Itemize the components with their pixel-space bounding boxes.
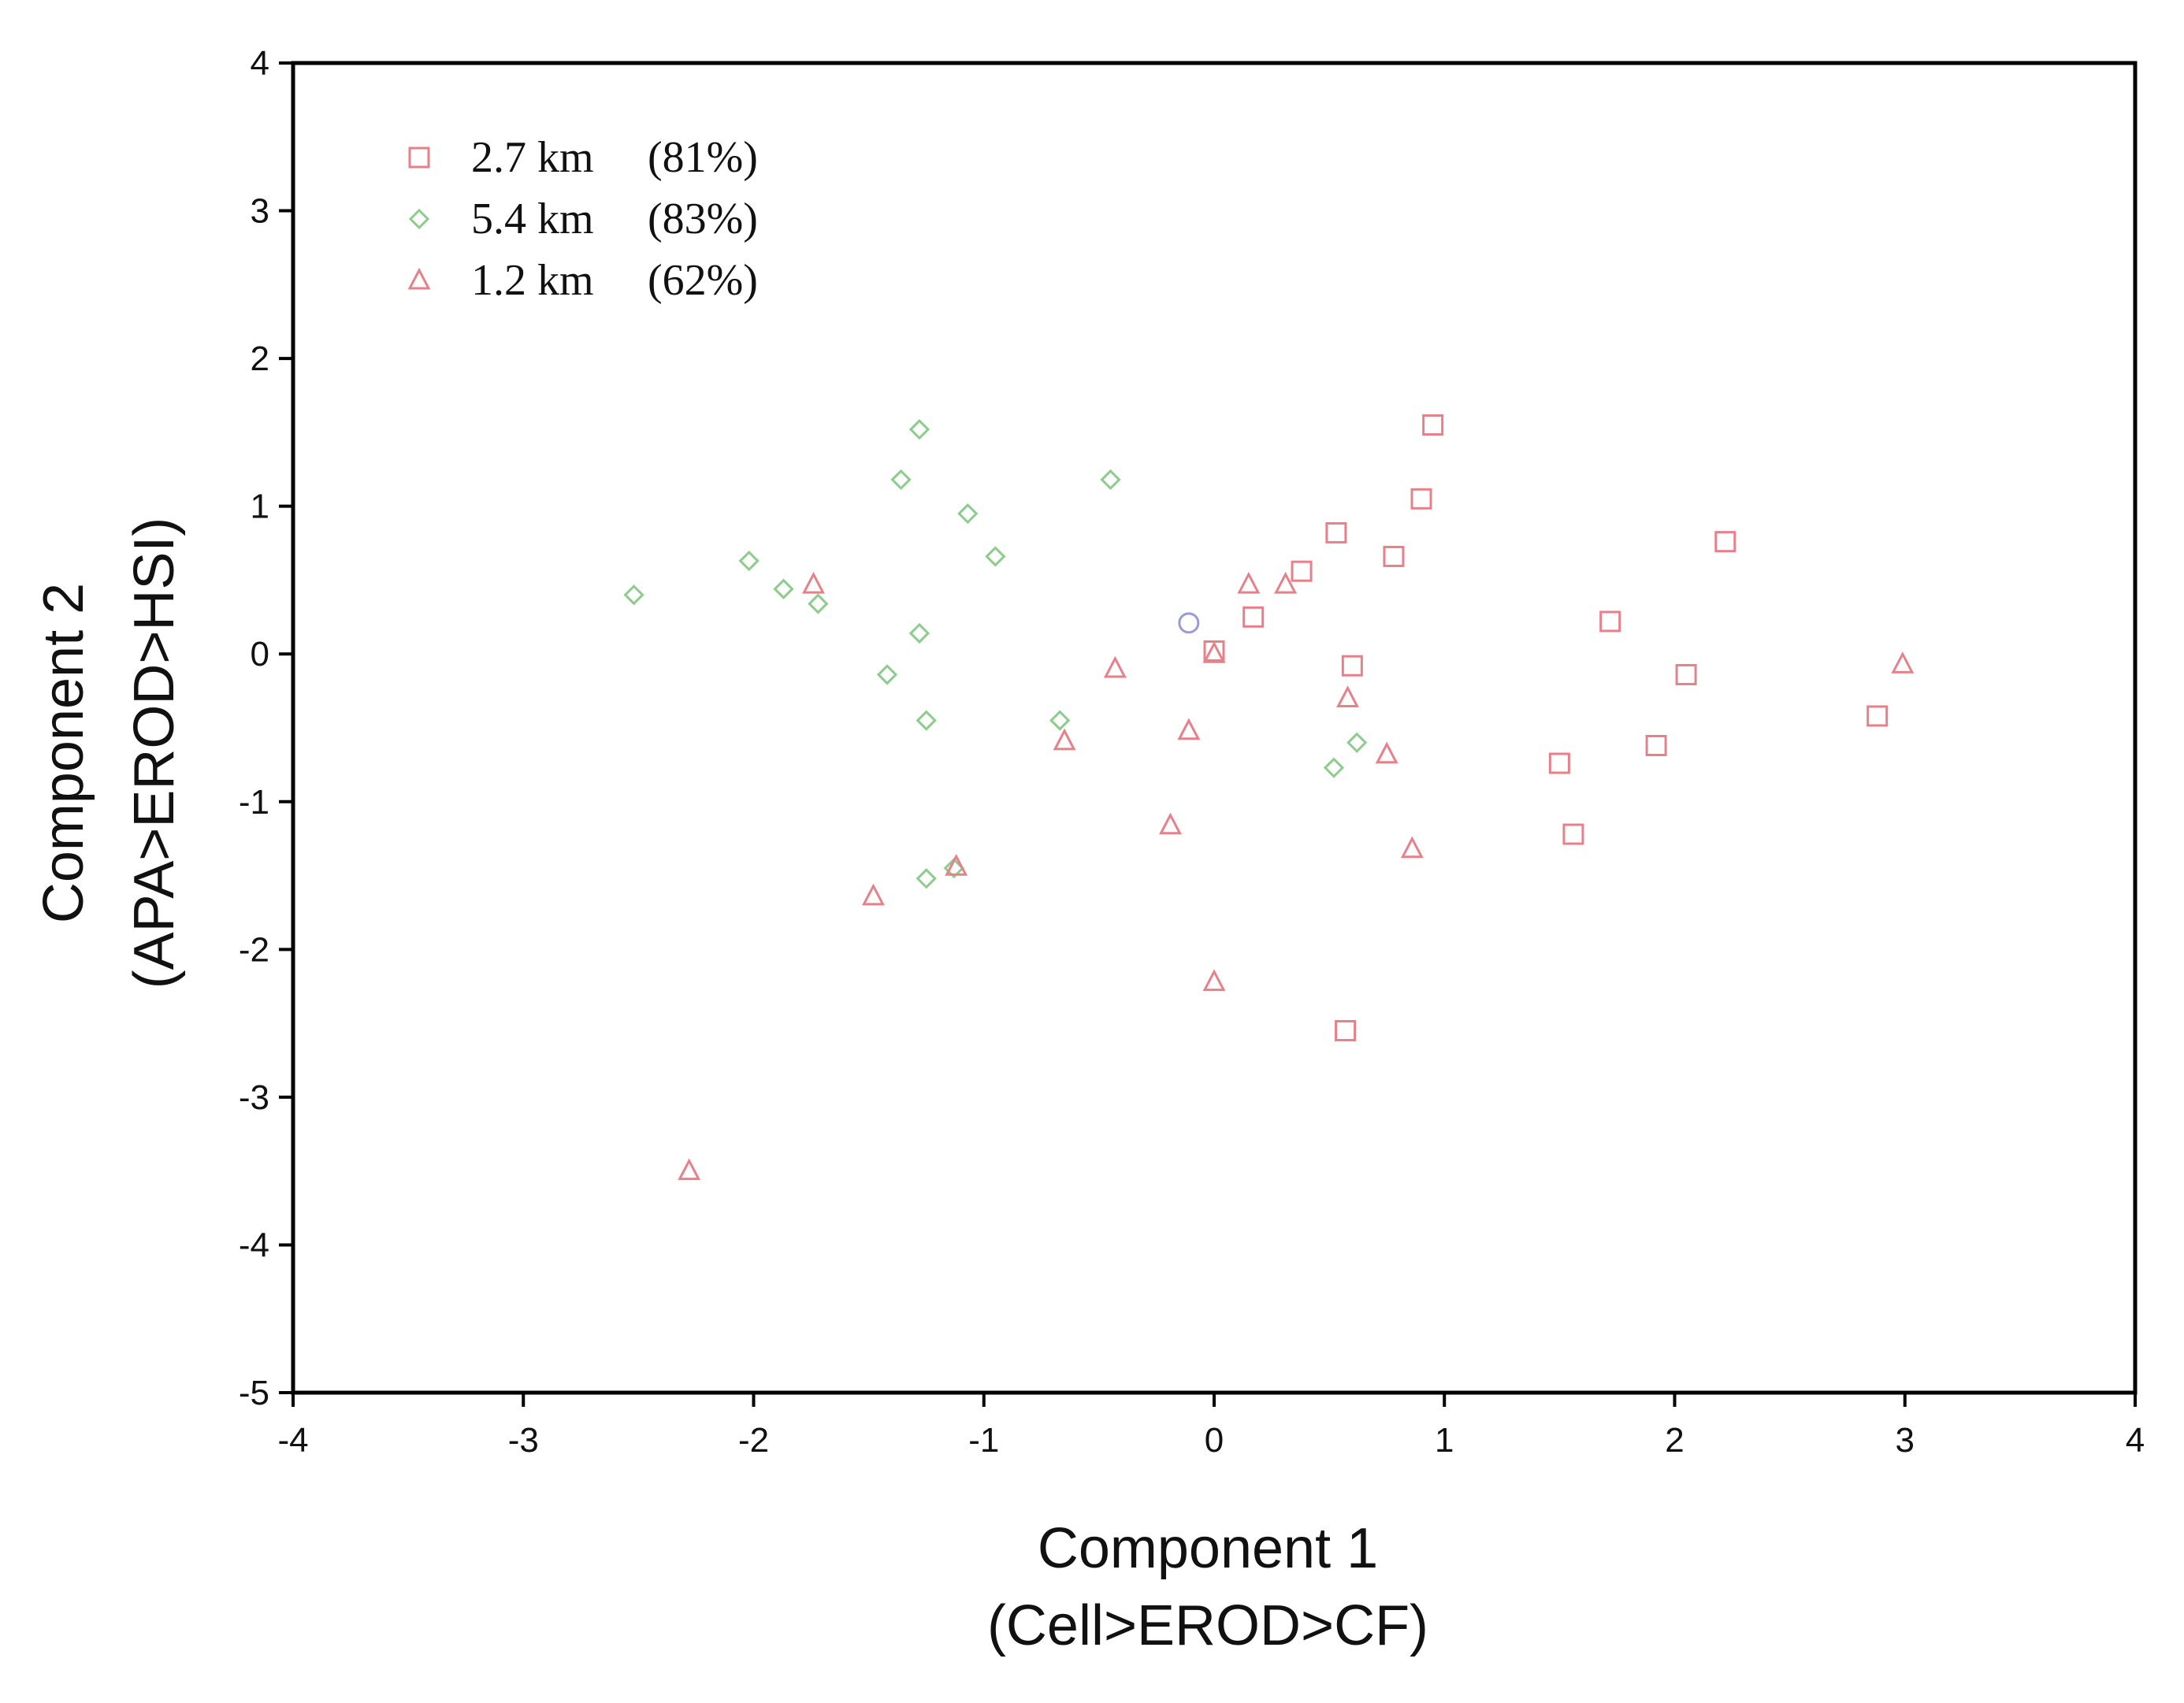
data-point-square [1599,610,1621,633]
data-point-diamond [876,664,898,685]
data-point-square [1866,705,1889,727]
y-tick-label: 3 [251,192,269,231]
data-point-square [1335,1019,1357,1041]
data-point-square [1410,488,1432,510]
data-point-triangle [1177,718,1201,740]
data-point-triangle [1158,812,1182,835]
data-point-diamond [773,578,794,599]
data-point-diamond [808,593,829,614]
legend-marker-triangle [407,267,431,290]
x-tick-label: -4 [277,1421,308,1460]
y-tick-label: -5 [239,1374,269,1412]
data-point-diamond [738,550,760,572]
data-point-diamond [916,710,937,731]
data-point-triangle [1375,741,1398,764]
x-tick-label: 1 [1435,1421,1454,1460]
data-point-square [1562,823,1584,845]
points-layer [623,414,1915,1181]
legend-percent: (62%) [648,256,758,305]
y-tick-label: 0 [251,635,269,673]
data-point-diamond [908,622,930,644]
data-point-square [1714,531,1736,553]
data-point-square [1291,560,1313,582]
x-axis-title: Component 1 [1038,1517,1378,1580]
data-point-square [1422,414,1444,436]
data-point-circle [1178,612,1200,634]
x-tick-label: -1 [968,1421,999,1460]
y-tick-label: -1 [239,783,269,822]
data-point-square [1645,735,1667,757]
data-point-square [1548,752,1570,774]
data-point-triangle [945,854,968,876]
data-point-triangle [1202,969,1226,992]
data-point-triangle [678,1158,701,1181]
data-point-triangle [1202,640,1226,663]
data-point-diamond [1049,710,1071,731]
data-point-triangle [1274,571,1298,594]
y-tick-label: -4 [239,1226,269,1264]
data-point-triangle [1237,571,1261,594]
data-point-square [1341,655,1363,677]
legend: 2.7 km (81%) 5.4 km (83%) 1.2 km (62%) [407,133,758,305]
data-point-diamond [985,546,1006,567]
y-axis-title: Component 2 [32,583,95,923]
x-axis-subtitle: (Cell>EROD>CF) [987,1594,1428,1657]
data-point-square [1242,606,1265,628]
data-point-triangle [1103,655,1127,678]
legend-marker-diamond [408,208,430,230]
x-tick-label: 0 [1205,1421,1224,1460]
x-tick-label: 2 [1665,1421,1684,1460]
data-point-square [1383,545,1405,567]
x-tick-label: -2 [738,1421,769,1460]
data-point-diamond [1346,732,1368,753]
data-point-triangle [1053,728,1076,751]
data-point-square [1325,521,1347,544]
data-point-diamond [890,469,912,491]
legend-label: 1.2 km [471,256,594,305]
y-tick-label: 4 [251,44,269,83]
legend-percent: (83%) [648,195,758,243]
y-tick-label: 1 [251,488,269,526]
data-point-diamond [957,503,979,525]
legend-percent: (81%) [648,133,758,182]
y-tick-label: 2 [251,339,269,378]
y-tick-label: -3 [239,1078,269,1117]
data-point-diamond [1100,469,1121,491]
x-tick-label: 3 [1896,1421,1915,1460]
data-point-triangle [861,883,885,906]
data-point-diamond [1323,757,1345,778]
data-point-square [1675,663,1697,685]
legend-label: 2.7 km [471,133,594,182]
x-tick-label: 4 [2126,1421,2145,1460]
legend-marker-square [408,147,430,169]
x-tick-label: -3 [508,1421,539,1460]
data-point-diamond [908,419,930,440]
plot-area-frame [291,61,2138,1395]
data-point-triangle [1336,685,1359,707]
y-tick-label: -2 [239,930,269,969]
legend-label: 5.4 km [471,195,594,243]
data-point-triangle [1400,836,1424,859]
y-axis-subtitle: (APA>EROD>HSI) [123,518,186,989]
data-point-diamond [916,868,937,889]
data-point-diamond [623,584,644,606]
data-point-triangle [1891,651,1915,673]
data-point-triangle [802,571,825,594]
